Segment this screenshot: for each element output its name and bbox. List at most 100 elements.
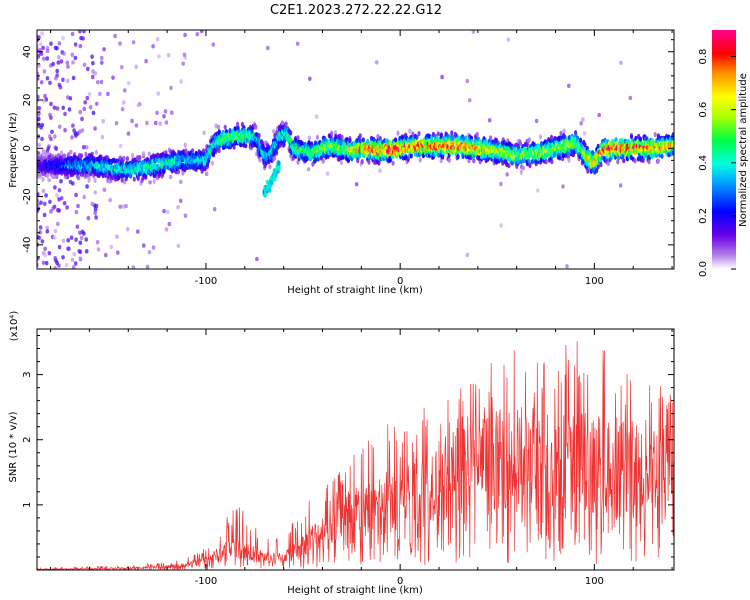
heatmap-noise-cell: [57, 188, 62, 193]
heatmap-noise-cell: [505, 172, 510, 177]
heatmap-ridge-cell: [176, 169, 181, 175]
heatmap-noise-cell: [506, 37, 511, 42]
heatmap-ridge-cell: [321, 158, 325, 164]
heatmap-noise-cell: [118, 143, 123, 149]
heatmap-noise-cell: [40, 239, 45, 244]
heatmap-noise-cell: [579, 121, 583, 126]
heatmap-y-tick-label: 0: [22, 145, 33, 151]
heatmap-noise-cell: [82, 106, 87, 112]
heatmap-noise-cell: [104, 252, 108, 258]
heatmap-noise-cell: [91, 110, 96, 116]
heatmap-noise-cell: [37, 202, 40, 207]
heatmap-y-tick-label: -20: [22, 188, 33, 204]
heatmap-noise-cell: [114, 121, 119, 126]
heatmap-noise-cell: [374, 60, 379, 65]
heatmap-ridge-cell: [156, 152, 160, 159]
heatmap-noise-cell: [43, 253, 48, 258]
heatmap-noise-cell: [465, 252, 470, 258]
heatmap-ridge-cell: [144, 174, 148, 180]
heatmap-noise-cell: [108, 197, 112, 203]
heatmap-noise-cell: [84, 237, 88, 242]
heatmap-noise-cell: [116, 250, 120, 255]
heatmap-noise-cell: [37, 142, 42, 148]
heatmap-noise-cell: [55, 68, 59, 74]
heatmap-noise-cell: [65, 205, 69, 210]
heatmap-noise-cell: [167, 221, 172, 227]
colorbar-tick-label: 0.8: [698, 49, 709, 65]
heatmap-panel: -100 0 100 -40 -20 0 20 40 Height of str…: [8, 29, 675, 296]
heatmap-noise-cell: [62, 51, 66, 56]
heatmap-noise-cell: [38, 50, 43, 55]
heatmap-ridge-cell: [84, 151, 88, 157]
heatmap-noise-cell: [91, 61, 95, 66]
heatmap-ridge-cell: [85, 172, 89, 178]
heatmap-ridge-cell: [316, 156, 320, 162]
heatmap-ridge-cell: [348, 137, 352, 144]
heatmap-ridge-cell: [163, 165, 167, 171]
heatmap-noise-cell: [42, 56, 46, 61]
heatmap-noise-cell: [55, 106, 60, 111]
heatmap-noise-cell: [53, 228, 58, 234]
heatmap-noise-cell: [151, 245, 156, 250]
heatmap-ridge-cell: [232, 144, 236, 150]
heatmap-noise-cell: [56, 221, 60, 227]
heatmap-ridge-cell: [660, 153, 664, 159]
heatmap-ridge-cell: [633, 158, 637, 164]
heatmap-ridge-cell: [366, 138, 370, 144]
heatmap-noise-cell: [74, 209, 79, 215]
heatmap-noise-cell: [37, 76, 40, 81]
heatmap-noise-cell: [96, 247, 101, 252]
heatmap-noise-cell: [628, 95, 633, 101]
heatmap-noise-cell: [204, 171, 209, 177]
heatmap-ridge-cell: [268, 164, 272, 170]
heatmap-noise-cell: [38, 230, 42, 235]
heatmap-noise-cell: [118, 204, 123, 209]
heatmap-noise-cell: [84, 249, 89, 254]
heatmap-y-tick-label: -40: [22, 237, 33, 253]
heatmap-noise-cell: [78, 256, 83, 261]
heatmap-noise-cell: [179, 79, 183, 84]
heatmap-noise-cell: [95, 240, 100, 245]
heatmap-noise-cell: [42, 69, 47, 74]
heatmap-ridge-cell: [42, 150, 47, 156]
heatmap-noise-cell: [88, 105, 93, 110]
heatmap-ridge-cell: [567, 157, 571, 163]
heatmap-noise-cell: [200, 30, 204, 34]
heatmap-noise-cell: [151, 44, 155, 49]
heatmap-ridge-cell: [475, 131, 479, 137]
heatmap-ridge-cell: [415, 134, 419, 140]
heatmap-noise-cell: [255, 256, 259, 262]
heatmap-ridge-cell: [79, 153, 84, 159]
heatmap-ridge-cell: [341, 154, 345, 160]
heatmap-noise-cell: [56, 207, 60, 213]
heatmap-noise-cell: [37, 208, 40, 213]
heatmap-noise-cell: [102, 187, 107, 192]
heatmap-noise-cell: [78, 30, 82, 34]
heatmap-noise-cell: [54, 76, 58, 81]
heatmap-noise-cell: [168, 174, 173, 180]
heatmap-noise-cell: [67, 107, 72, 112]
heatmap-noise-cell: [54, 146, 59, 151]
heatmap-noise-cell: [183, 32, 187, 38]
heatmap-noise-cell: [69, 235, 74, 240]
heatmap-noise-cell: [87, 92, 92, 97]
heatmap-noise-cell: [73, 131, 78, 136]
heatmap-noise-cell: [37, 35, 41, 40]
heatmap-ridge-cell: [272, 128, 276, 134]
heatmap-noise-cell: [65, 60, 70, 65]
heatmap-noise-cell: [308, 76, 312, 82]
heatmap-ridge-cell: [518, 140, 523, 146]
heatmap-noise-cell: [123, 88, 127, 93]
heatmap-noise-cell: [48, 112, 52, 118]
heatmap-ridge-cell: [528, 163, 532, 169]
heatmap-ridge-cell: [339, 160, 344, 166]
heatmap-ridge-cell: [132, 176, 136, 182]
heatmap-branch-cell: [277, 160, 281, 166]
heatmap-ridge-cell: [250, 129, 254, 135]
heatmap-ridge-cell: [334, 133, 338, 140]
heatmap-ridge-cell: [152, 178, 156, 184]
heatmap-ridge-cell: [136, 175, 140, 181]
heatmap-noise-cell: [561, 184, 565, 189]
heatmap-noise-cell: [49, 101, 53, 107]
heatmap-noise-cell: [163, 109, 168, 114]
